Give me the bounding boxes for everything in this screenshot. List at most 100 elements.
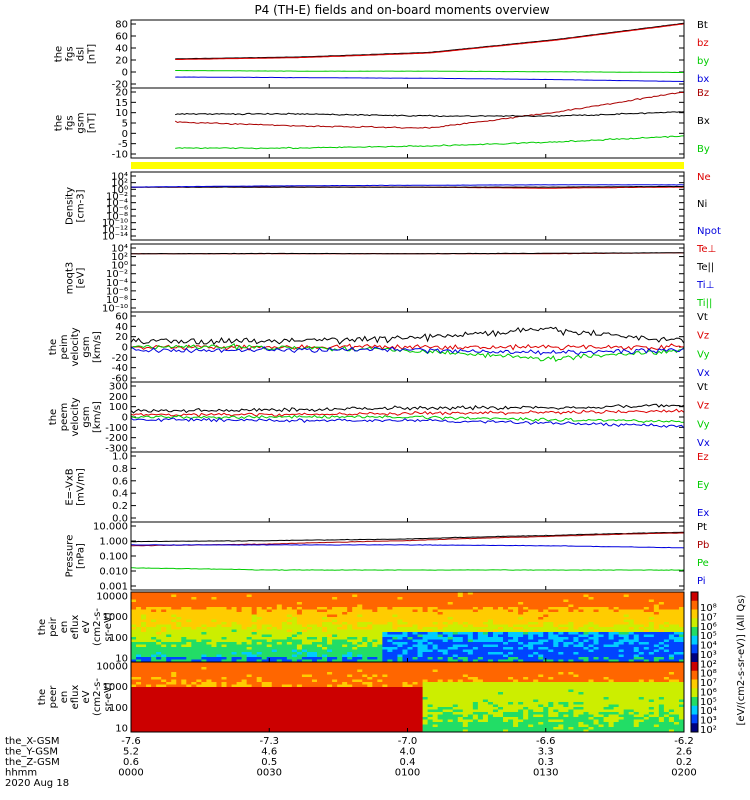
spectrogram-cell xyxy=(261,692,268,695)
spectrogram-cell xyxy=(136,694,142,698)
spectrogram-cell xyxy=(472,624,479,628)
spectrogram-cell xyxy=(518,682,524,685)
spectrogram-cell xyxy=(523,669,529,673)
spectrogram-cell xyxy=(578,694,584,698)
spectrogram-cell xyxy=(663,662,670,665)
spectrogram-cell xyxy=(658,619,665,623)
spectrogram-cell xyxy=(171,647,177,650)
spectrogram-cell xyxy=(251,649,258,653)
y-axis-label: peir xyxy=(48,616,59,636)
spectrogram-cell xyxy=(518,679,524,683)
spectrogram-cell xyxy=(523,594,529,598)
spectrogram-cell xyxy=(136,647,142,650)
spectrogram-cell xyxy=(397,652,403,655)
spectrogram-cell xyxy=(407,634,414,638)
spectrogram-cell xyxy=(568,617,574,620)
spectrogram-cell xyxy=(191,677,197,680)
spectrogram-cell xyxy=(528,664,534,668)
spectrogram-cell xyxy=(196,659,202,663)
spectrogram-cell xyxy=(427,609,434,613)
spectrogram-cell xyxy=(678,622,685,625)
spectrogram-cell xyxy=(256,627,263,630)
spectrogram-cell xyxy=(538,659,544,663)
spectrogram-cell xyxy=(422,602,429,605)
spectrogram-cell xyxy=(648,677,655,680)
spectrogram-cell xyxy=(181,637,187,640)
spectrogram-cell xyxy=(286,602,293,605)
spectrogram-cell xyxy=(653,642,660,645)
spectrogram-cell xyxy=(226,604,233,608)
spectrogram-cell xyxy=(181,594,187,598)
spectrogram-cell xyxy=(487,619,494,623)
spectrogram-cell xyxy=(568,594,574,598)
spectrogram-cell xyxy=(548,657,554,660)
spectrogram-cell xyxy=(156,647,162,650)
spectrogram-cell xyxy=(241,617,248,620)
spectrogram-cell xyxy=(673,677,680,680)
spectrogram-cell xyxy=(347,687,353,690)
spectrogram-cell xyxy=(508,594,514,598)
spectrogram-cell xyxy=(422,634,429,638)
spectrogram-cell xyxy=(623,677,630,680)
spectrogram-cell xyxy=(548,694,554,698)
spectrogram-cell xyxy=(352,637,358,640)
spectrogram-cell xyxy=(251,684,258,688)
series-Te|| xyxy=(130,252,685,255)
spectrogram-cell xyxy=(136,629,142,633)
spectrogram-cell xyxy=(437,659,444,663)
spectrogram-cell xyxy=(563,594,569,598)
spectrogram-cell xyxy=(387,642,393,645)
spectrogram-cell xyxy=(387,634,393,638)
spectrogram-cell xyxy=(593,637,600,640)
spectrogram-cell xyxy=(452,592,459,595)
spectrogram-cell xyxy=(588,634,595,638)
y-tick-label: 10⁻⁶ xyxy=(106,205,128,216)
spectrogram-cell xyxy=(221,627,228,630)
spectrogram-cell xyxy=(623,662,630,665)
spectrogram-cell xyxy=(457,624,464,628)
spectrogram-cell xyxy=(322,617,328,620)
spectrogram-cell xyxy=(452,694,459,698)
spectrogram-cell xyxy=(558,674,564,678)
spectrogram-cell xyxy=(166,674,172,678)
spectrogram-cell xyxy=(276,662,283,665)
spectrogram-cell xyxy=(317,647,323,650)
spectrogram-cell xyxy=(136,599,142,603)
spectrogram-cell xyxy=(397,592,403,595)
spectrogram-cell xyxy=(452,682,459,685)
spectrogram-cell xyxy=(497,694,504,698)
spectrogram-cell xyxy=(593,677,600,680)
spectrogram-cell xyxy=(593,627,600,630)
spectrogram-cell xyxy=(181,672,187,675)
spectrogram-cell xyxy=(181,694,187,698)
spectrogram-cell xyxy=(317,669,323,673)
spectrogram-cell xyxy=(603,629,610,633)
spectrogram-cell xyxy=(211,697,217,700)
spectrogram-cell xyxy=(301,607,308,610)
spectrogram-cell xyxy=(397,627,403,630)
spectrogram-cell xyxy=(608,599,615,603)
spectrogram-cell xyxy=(623,694,630,698)
spectrogram-cell xyxy=(357,622,363,625)
spectrogram-cell xyxy=(221,634,228,638)
spectrogram-cell xyxy=(623,672,630,675)
spectrogram-cell xyxy=(608,677,615,680)
spectrogram-cell xyxy=(352,672,358,675)
spectrogram-cell xyxy=(251,627,258,630)
spectrogram-cell xyxy=(678,614,685,618)
spectrogram-cell xyxy=(311,632,318,635)
spectrogram-cell xyxy=(357,652,363,655)
spectrogram-cell xyxy=(176,617,182,620)
spectrogram-cell xyxy=(221,604,228,608)
spectrogram-cell xyxy=(422,657,429,660)
spectrogram-cell xyxy=(648,634,655,638)
spectrogram-cell xyxy=(367,622,373,625)
spectrogram-cell xyxy=(538,592,544,595)
spectrogram-cell xyxy=(377,647,383,650)
spectrogram-cell xyxy=(633,664,640,668)
spectrogram-cell xyxy=(256,682,263,685)
spectrogram-cell xyxy=(578,682,584,685)
spectrogram-cell xyxy=(593,652,600,655)
spectrogram-cell xyxy=(508,689,514,693)
spectrogram-cell xyxy=(613,614,620,618)
